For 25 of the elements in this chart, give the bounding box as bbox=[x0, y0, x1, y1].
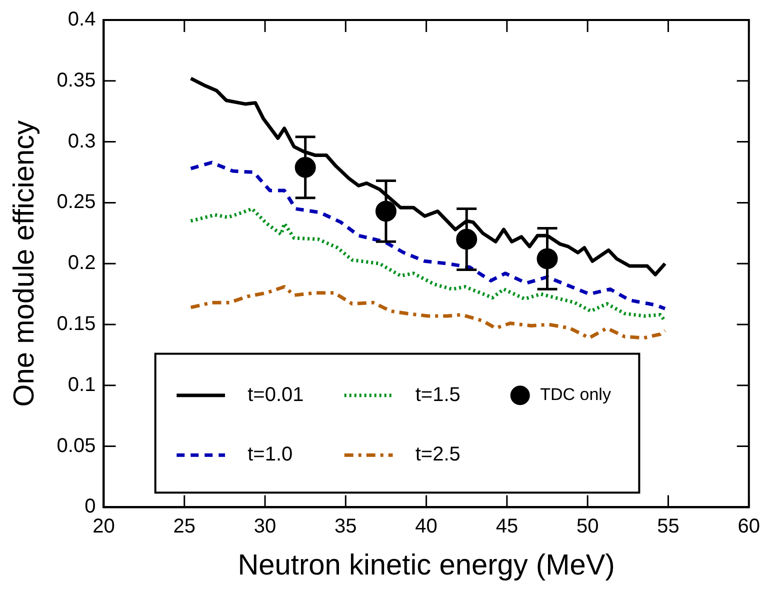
x-tick-label: 55 bbox=[657, 516, 680, 538]
legend-label: t=1.5 bbox=[415, 384, 460, 406]
y-tick-label: 0.2 bbox=[68, 252, 96, 274]
x-tick-label: 25 bbox=[173, 516, 196, 538]
x-tick-label: 30 bbox=[254, 516, 276, 538]
x-axis-title: Neutron kinetic energy (MeV) bbox=[238, 550, 615, 582]
x-tick-label: 20 bbox=[92, 516, 115, 538]
y-tick-label: 0.4 bbox=[68, 8, 96, 31]
y-axis-title: One module efficiency bbox=[8, 120, 40, 407]
legend-label: TDC only bbox=[540, 385, 612, 404]
x-tick-label: 50 bbox=[576, 516, 599, 538]
y-tick-label: 0.3 bbox=[68, 130, 96, 152]
x-tick-label: 35 bbox=[334, 516, 357, 538]
x-tick-label: 40 bbox=[415, 516, 438, 538]
y-tick-label: 0.05 bbox=[56, 434, 96, 457]
x-tick-label: 45 bbox=[496, 516, 518, 538]
y-tick-label: 0.25 bbox=[56, 191, 96, 214]
y-tick-label: 0.15 bbox=[56, 313, 96, 336]
y-tick-label: 0.1 bbox=[68, 374, 96, 396]
y-tick-label: 0 bbox=[84, 496, 96, 518]
y-tick-label: 0.35 bbox=[56, 69, 96, 92]
x-tick-label: 60 bbox=[738, 516, 760, 538]
legend-label: t=2.5 bbox=[415, 444, 460, 466]
legend-label: t=0.01 bbox=[248, 384, 304, 406]
legend-label: t=1.0 bbox=[248, 444, 293, 466]
